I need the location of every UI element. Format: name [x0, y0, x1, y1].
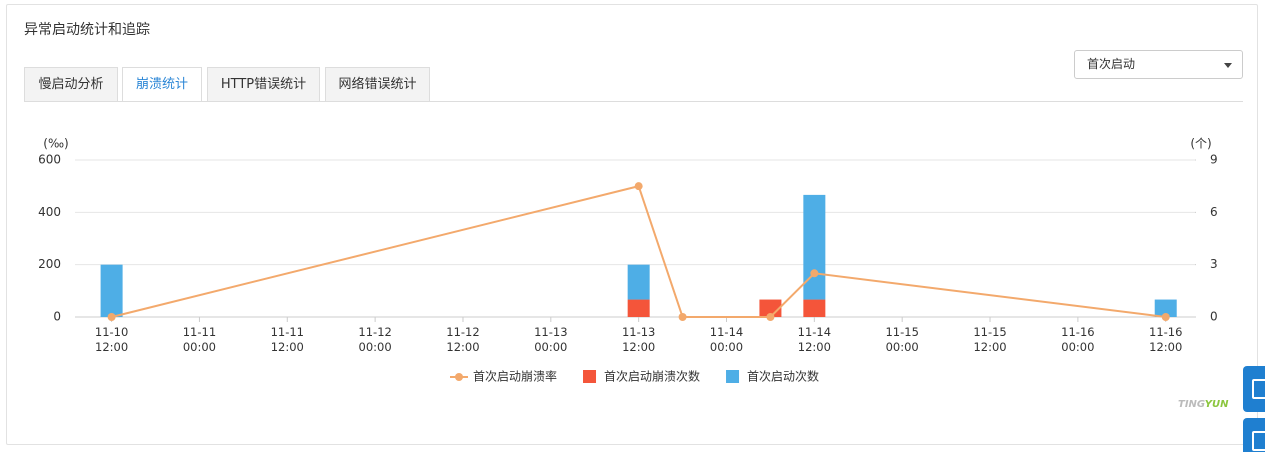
- x-tick-label: 11-10 12:00: [94, 325, 129, 354]
- point: [634, 182, 643, 191]
- tab-divider: [24, 101, 1243, 102]
- y2-tick-label: 9: [1210, 153, 1218, 167]
- tab[interactable]: HTTP错误统计: [207, 67, 320, 101]
- panel: [6, 4, 1258, 445]
- legend-item: 首次启动崩溃次数: [583, 369, 700, 384]
- bar: [627, 299, 650, 317]
- tab[interactable]: 慢启动分析: [24, 67, 118, 101]
- dropdown-value: 首次启动: [1087, 57, 1136, 71]
- legend-item: 首次启动崩溃率: [450, 369, 557, 384]
- bar: [1154, 299, 1177, 317]
- legend-marker: [583, 370, 597, 383]
- y-axis-label: (‰): [43, 137, 68, 151]
- x-tick-label: 11-11 00:00: [182, 325, 217, 354]
- x-tick-label: 11-16 00:00: [1061, 325, 1095, 354]
- icon: [1252, 431, 1265, 451]
- watermark-part: YUN: [1204, 399, 1229, 410]
- point: [678, 313, 687, 321]
- legend-marker: [455, 373, 463, 381]
- y-tick-label: 600: [38, 153, 61, 167]
- tab[interactable]: 网络错误统计: [325, 67, 430, 101]
- point: [766, 313, 775, 321]
- y2-tick-label: 6: [1210, 205, 1218, 219]
- legend-marker: [726, 370, 740, 383]
- y-tick-label: 200: [38, 257, 61, 271]
- x-tick-label: 11-15 12:00: [973, 325, 1007, 354]
- legend-item: 首次启动次数: [726, 369, 819, 384]
- legend-label: 首次启动次数: [747, 369, 819, 384]
- y-tick-label: 400: [38, 205, 61, 219]
- bar: [627, 264, 650, 300]
- x-tick-label: 11-11 12:00: [270, 325, 304, 354]
- panel-title: 异常启动统计和追踪: [24, 22, 150, 38]
- watermark: TINGYUN: [1178, 399, 1228, 410]
- x-tick-label: 11-13 12:00: [621, 325, 656, 354]
- legend-label: 首次启动崩溃次数: [604, 369, 700, 384]
- bar: [803, 299, 826, 317]
- tab[interactable]: 崩溃统计: [122, 67, 202, 102]
- bar: [100, 264, 123, 317]
- x-tick-label: 11-15 00:00: [885, 325, 919, 354]
- bar: [803, 194, 826, 300]
- watermark-part: TING: [1178, 399, 1205, 410]
- y-tick-label: 0: [53, 310, 61, 324]
- x-tick-label: 11-13 00:00: [534, 325, 568, 354]
- side-button[interactable]: [1243, 418, 1265, 452]
- line: [111, 184, 1166, 318]
- y2-tick-label: 0: [1210, 310, 1218, 324]
- y2-axis-label: (个): [1190, 137, 1211, 151]
- x-tick-label: 11-12 12:00: [446, 325, 480, 354]
- x-tick-label: 11-12 00:00: [358, 325, 392, 354]
- y2-tick-label: 3: [1210, 257, 1218, 271]
- x-tick-label: 11-14 12:00: [797, 325, 832, 354]
- side-button[interactable]: [1243, 366, 1265, 412]
- legend-label: 首次启动崩溃率: [473, 369, 557, 384]
- point: [1161, 313, 1170, 321]
- point: [107, 313, 116, 321]
- point: [810, 269, 819, 278]
- dropdown[interactable]: 首次启动: [1074, 50, 1243, 79]
- x-tick-label: 11-14 00:00: [709, 325, 744, 354]
- icon: [1252, 379, 1265, 399]
- dropdown-caret: [1224, 63, 1232, 68]
- x-tick-label: 11-16 12:00: [1149, 325, 1183, 354]
